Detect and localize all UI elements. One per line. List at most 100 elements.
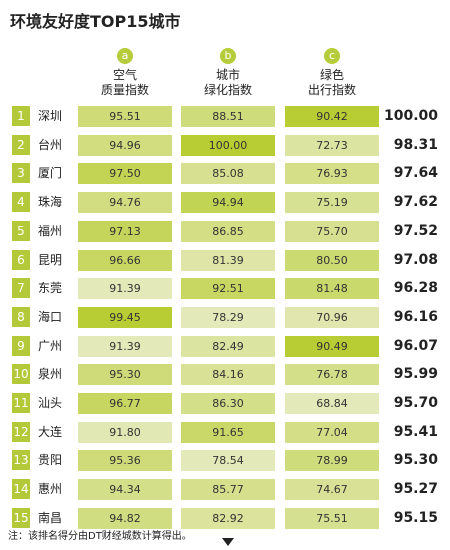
score-cell: 94.96 [78,134,172,156]
score-cell: 94.34 [78,479,172,501]
score-cell: 99.45 [78,306,172,328]
city: 大连 [38,424,63,439]
column-label: 绿色 [319,68,344,82]
rank: 11 [12,393,30,413]
score-cell: 94.82 [78,507,172,529]
score-cell: 84.16 [181,364,275,386]
score-cell: 100.00 [181,134,275,156]
total-score: 96.28 [393,280,438,297]
score-cell: 75.51 [285,507,379,529]
pointer [222,538,234,546]
total-score: 98.31 [393,136,438,153]
score-cell: 91.39 [78,335,172,357]
column-label: 城市 [215,68,240,82]
city: 南昌 [38,510,63,525]
score-cell: 97.13 [78,220,172,242]
score-cell: 94.94 [181,192,275,214]
rank: 4 [12,192,30,213]
total-score: 95.30 [393,452,438,469]
city: 海口 [38,309,63,324]
rank: 12 [12,421,30,442]
score-cell: 77.04 [285,421,379,443]
score-cell: 82.49 [181,335,275,357]
score-cell: 97.50 [78,163,172,185]
city: 深圳 [38,109,63,123]
score-cell: 92.51 [181,278,275,300]
total-score: 95.41 [393,423,438,440]
city: 福州 [38,223,63,238]
total-score: 97.08 [393,251,438,268]
score-cell: 78.29 [181,306,275,328]
score-cell: 90.42 [285,106,379,127]
score-cell: 80.50 [285,249,379,271]
score-cell: 68.84 [285,393,379,414]
rank: 13 [12,450,30,471]
score-cell: 91.39 [78,278,172,300]
score-cell: 75.19 [285,192,379,214]
rank: 8 [12,306,30,327]
column-label: 出行指数 [307,83,356,97]
score-cell: 94.76 [78,192,172,214]
column-letter: a [117,48,133,64]
score-cell: 72.73 [285,134,379,156]
rank: 6 [12,249,30,270]
total-score: 95.99 [393,366,438,383]
score-cell: 85.77 [181,479,275,501]
score-cell: 86.30 [181,393,275,414]
total-score: 95.70 [393,395,438,411]
score-cell: 96.77 [78,393,172,414]
total-score: 97.52 [393,222,438,239]
total-score: 97.62 [393,194,438,211]
score-cell: 86.85 [181,220,275,242]
rank: 7 [12,278,30,299]
rank: 3 [12,163,30,184]
city: 昆明 [38,252,63,267]
score-cell: 81.48 [285,278,379,300]
score-cell: 96.66 [78,249,172,271]
column-label: 空气 [112,68,137,82]
column-label: 质量指数 [100,83,149,97]
total-score: 100.00 [383,108,438,124]
rank: 2 [12,134,30,155]
total-score: 96.16 [393,308,438,325]
rank: 5 [12,220,30,241]
city: 广州 [38,338,63,353]
city: 珠海 [38,195,63,210]
rank: 14 [12,479,30,500]
rank: 9 [12,335,30,356]
score-cell: 70.96 [285,306,379,328]
city: 泉州 [38,367,63,382]
column-letter: b [220,48,236,64]
score-cell: 91.80 [78,421,172,443]
score-cell: 91.65 [181,421,275,443]
total-score: 97.64 [393,165,438,182]
column-label: 绿化指数 [203,83,252,97]
city: 汕头 [38,396,63,410]
rank: 10 [12,364,30,385]
total-score: 96.07 [393,337,438,354]
column-letter: c [324,48,340,64]
score-cell: 82.92 [181,507,275,529]
score-cell: 78.54 [181,450,275,472]
score-cell: 95.36 [78,450,172,472]
score-cell: 85.08 [181,163,275,185]
title: 环境友好度TOP15城市 [10,12,181,31]
score-cell: 76.93 [285,163,379,185]
score-cell: 78.99 [285,450,379,472]
score-cell: 95.51 [78,106,172,127]
score-cell: 74.67 [285,479,379,501]
total-score: 95.15 [393,509,438,526]
city: 惠州 [38,482,63,497]
total-score: 95.27 [393,481,438,498]
rank: 1 [12,106,30,126]
city: 东莞 [38,281,63,296]
score-cell: 76.78 [285,364,379,386]
rank: 15 [12,507,30,528]
score-cell: 88.51 [181,106,275,127]
footnote: 注：该排名得分由DT财经城数计算得出。 [8,531,192,542]
score-cell: 81.39 [181,249,275,271]
score-cell: 75.70 [285,220,379,242]
city: 台州 [38,137,63,152]
city: 贵阳 [38,453,63,468]
